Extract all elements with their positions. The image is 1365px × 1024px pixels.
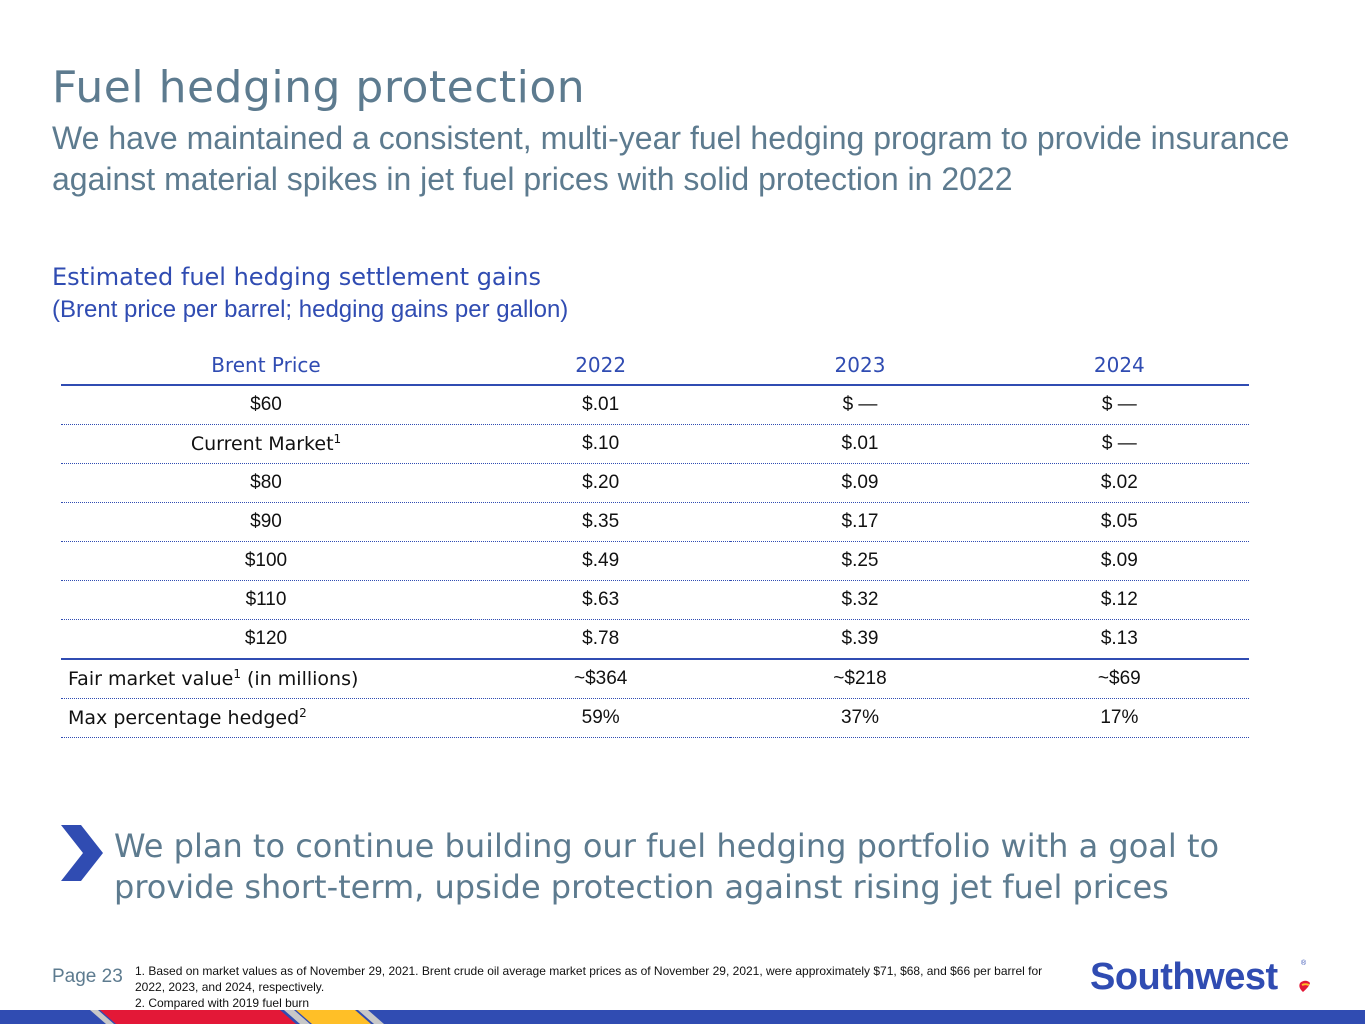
svg-text:Southwest: Southwest xyxy=(1090,956,1278,998)
cell-2022: $.63 xyxy=(471,580,731,620)
footnote-2: 2. Compared with 2019 fuel burn xyxy=(135,996,310,1010)
cell-2022: 59% xyxy=(471,698,731,738)
row-label: $120 xyxy=(61,619,471,660)
table-row: $100 $.49 $.25 $.09 xyxy=(61,541,1249,581)
cell-2023: $.39 xyxy=(730,619,990,660)
cell-2023: $.17 xyxy=(730,502,990,542)
cell-2024: ~$69 xyxy=(989,659,1249,699)
row-label: Max percentage hedged2 xyxy=(61,698,471,738)
cell-2022: $.20 xyxy=(471,463,731,503)
page-number: Page 23 xyxy=(52,966,123,987)
column-header-2024: 2024 xyxy=(989,346,1249,386)
cell-2022: ~$364 xyxy=(471,659,731,699)
cell-2024: $.09 xyxy=(989,541,1249,581)
footnote-1: 1. Based on market values as of November… xyxy=(135,964,1043,994)
cell-2023: $.32 xyxy=(730,580,990,620)
table-row: Current Market1 $.10 $.01 $ — xyxy=(61,424,1249,464)
footnote-marker: 1 xyxy=(333,432,342,446)
hedging-gains-table: Brent Price 2022 2023 2024 $60 $.01 $ — … xyxy=(61,346,1249,738)
cell-2024: $ — xyxy=(989,385,1249,425)
page-subtitle: We have maintained a consistent, multi-y… xyxy=(52,120,1290,197)
cell-2022: $.01 xyxy=(471,385,731,425)
cell-2023: ~$218 xyxy=(730,659,990,699)
cell-2022: $.78 xyxy=(471,619,731,660)
table-row: $110 $.63 $.32 $.12 xyxy=(61,580,1249,620)
cell-2022: $.10 xyxy=(471,424,731,464)
footnote-marker: 1 xyxy=(233,667,241,681)
cell-2023: 37% xyxy=(730,698,990,738)
table-row: $120 $.78 $.39 $.13 xyxy=(61,619,1249,660)
cell-2023: $.01 xyxy=(730,424,990,464)
table-row: $60 $.01 $ — $ — xyxy=(61,385,1249,425)
table-subtitle: (Brent price per barrel; hedging gains p… xyxy=(52,296,569,323)
column-header-2022: 2022 xyxy=(471,346,731,386)
cell-2022: $.35 xyxy=(471,502,731,542)
cell-2024: 17% xyxy=(989,698,1249,738)
cell-2024: $ — xyxy=(989,424,1249,464)
page-title: Fuel hedging protection xyxy=(52,62,586,113)
callout-text: We plan to continue building our fuel he… xyxy=(114,827,1220,906)
table-title: Estimated fuel hedging settlement gains xyxy=(52,263,542,291)
table-row: $80 $.20 $.09 $.02 xyxy=(61,463,1249,503)
row-label: $90 xyxy=(61,502,471,542)
chevron-right-icon xyxy=(61,825,103,881)
row-label: $60 xyxy=(61,385,471,425)
summary-row-fair-market-value: Fair market value1 (in millions) ~$364 ~… xyxy=(61,659,1249,699)
southwest-logo: Southwest ® xyxy=(1090,956,1310,998)
row-label: $110 xyxy=(61,580,471,620)
cell-2024: $.02 xyxy=(989,463,1249,503)
column-header-brent-price: Brent Price xyxy=(61,346,471,386)
column-header-2023: 2023 xyxy=(730,346,990,386)
svg-text:®: ® xyxy=(1301,959,1307,967)
footnote-marker: 2 xyxy=(299,706,307,720)
table-header-row: Brent Price 2022 2023 2024 xyxy=(61,346,1249,386)
table-row: $90 $.35 $.17 $.05 xyxy=(61,502,1249,542)
cell-2024: $.13 xyxy=(989,619,1249,660)
cell-2024: $.12 xyxy=(989,580,1249,620)
cell-2024: $.05 xyxy=(989,502,1249,542)
footnotes: 1. Based on market values as of November… xyxy=(135,963,1075,1011)
cell-2023: $.25 xyxy=(730,541,990,581)
brand-stripe xyxy=(0,1010,1365,1024)
summary-row-max-percentage-hedged: Max percentage hedged2 59% 37% 17% xyxy=(61,698,1249,738)
row-label: $100 xyxy=(61,541,471,581)
cell-2023: $ — xyxy=(730,385,990,425)
row-label: Fair market value1 (in millions) xyxy=(61,659,471,699)
cell-2023: $.09 xyxy=(730,463,990,503)
row-label: Current Market1 xyxy=(61,424,471,464)
row-label: $80 xyxy=(61,463,471,503)
cell-2022: $.49 xyxy=(471,541,731,581)
